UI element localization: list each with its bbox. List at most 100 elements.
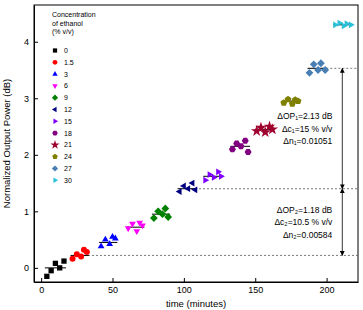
series bbox=[280, 96, 301, 107]
legend-marker bbox=[53, 119, 58, 124]
series bbox=[251, 121, 278, 138]
legend-label: 21 bbox=[64, 141, 72, 148]
point bbox=[57, 265, 62, 270]
legend-label: 15 bbox=[64, 118, 72, 125]
point bbox=[139, 224, 146, 230]
point bbox=[349, 21, 355, 28]
point bbox=[129, 222, 136, 228]
x-axis-title: time (minutes) bbox=[166, 298, 226, 309]
point bbox=[295, 98, 302, 105]
series bbox=[70, 247, 90, 262]
x-tick: 100 bbox=[177, 278, 192, 295]
y-axis-line bbox=[34, 6, 35, 283]
point bbox=[306, 69, 314, 77]
mean-line bbox=[45, 267, 66, 268]
y-tick-mark bbox=[34, 211, 38, 212]
point bbox=[84, 249, 90, 255]
point bbox=[98, 242, 105, 248]
series bbox=[333, 20, 355, 30]
point bbox=[219, 173, 225, 180]
y-axis-title: Normalized Output Power (dB) bbox=[1, 79, 12, 208]
legend-label: 24 bbox=[64, 153, 72, 160]
annotation-arrow bbox=[342, 189, 343, 256]
series bbox=[125, 221, 146, 235]
series bbox=[306, 59, 330, 76]
point bbox=[125, 226, 132, 232]
chart: 05010015020001234time (minutes)Normalize… bbox=[0, 0, 363, 310]
y-tick-label: 0 bbox=[24, 263, 29, 273]
y-tick: 1 bbox=[24, 207, 38, 217]
reference-line bbox=[84, 255, 358, 256]
point bbox=[189, 180, 195, 187]
annotation-text: ΔOP₁=2.13 dB bbox=[277, 111, 332, 121]
y-tick: 0 bbox=[24, 263, 38, 273]
point bbox=[310, 60, 318, 68]
x-tick: 50 bbox=[108, 278, 118, 295]
y-tick-label: 2 bbox=[24, 150, 29, 160]
point bbox=[314, 66, 322, 74]
point bbox=[106, 240, 113, 246]
x-tick-label: 0 bbox=[39, 285, 44, 295]
y-tick-mark bbox=[34, 155, 38, 156]
y-tick: 3 bbox=[24, 94, 38, 104]
point bbox=[180, 183, 186, 190]
plot-area bbox=[44, 20, 355, 279]
x-tick-mark bbox=[41, 278, 42, 282]
y-tick-label: 4 bbox=[24, 37, 29, 47]
point bbox=[229, 146, 236, 152]
legend-marker bbox=[53, 60, 58, 65]
legend-label: 12 bbox=[64, 106, 72, 113]
legend-title: (% v/v) bbox=[52, 28, 74, 36]
x-tick-label: 200 bbox=[320, 285, 335, 295]
legend-label: 27 bbox=[64, 165, 72, 172]
plot-frame bbox=[34, 5, 358, 282]
y-tick: 4 bbox=[24, 37, 38, 47]
reference-lines bbox=[84, 68, 358, 255]
legend-marker bbox=[52, 131, 58, 136]
legend-label: 0 bbox=[64, 47, 68, 54]
point bbox=[285, 96, 292, 103]
x-tick: 150 bbox=[248, 278, 263, 295]
y-tick-label: 1 bbox=[24, 207, 29, 217]
point bbox=[184, 185, 190, 192]
point bbox=[317, 59, 325, 67]
legend-label: 1.5 bbox=[64, 59, 74, 66]
x-axis-line bbox=[35, 282, 359, 283]
point bbox=[164, 213, 172, 221]
point bbox=[61, 258, 66, 263]
legend-label: 9 bbox=[64, 94, 68, 101]
y-tick-mark bbox=[34, 268, 38, 269]
legend-label: 30 bbox=[64, 177, 72, 184]
annotation-text: Δc₁=15 % v/v bbox=[282, 124, 333, 134]
x-tick-mark bbox=[113, 278, 114, 282]
legend-marker bbox=[52, 107, 57, 112]
point bbox=[191, 186, 197, 193]
point bbox=[321, 66, 329, 74]
annotation-arrow bbox=[342, 68, 343, 188]
point bbox=[203, 177, 209, 184]
x-tick-mark bbox=[184, 278, 185, 282]
x-tick-label: 100 bbox=[177, 285, 192, 295]
x-tick-label: 50 bbox=[108, 285, 118, 295]
legend-marker bbox=[53, 48, 57, 52]
point bbox=[242, 138, 249, 144]
annotation-text: Δc₂=10.5 % v/v bbox=[274, 217, 333, 227]
point bbox=[70, 256, 76, 262]
x-tick-mark bbox=[255, 278, 256, 282]
point bbox=[53, 261, 58, 266]
legend-title: Concentration bbox=[52, 11, 96, 18]
y-tick: 2 bbox=[24, 150, 38, 160]
series bbox=[150, 205, 172, 222]
y-tick-mark bbox=[34, 42, 38, 43]
y-axis: 0 1 2 3 4 bbox=[24, 6, 38, 283]
point bbox=[245, 149, 252, 155]
series bbox=[44, 258, 66, 279]
legend-marker bbox=[52, 154, 57, 159]
legend-marker bbox=[52, 165, 58, 171]
point bbox=[48, 268, 53, 273]
legend-marker bbox=[52, 84, 57, 89]
x-axis: 0 50 100 150 200 bbox=[35, 278, 359, 295]
legend-label: 3 bbox=[64, 71, 68, 78]
legend-marker bbox=[52, 71, 57, 76]
series bbox=[229, 138, 252, 155]
